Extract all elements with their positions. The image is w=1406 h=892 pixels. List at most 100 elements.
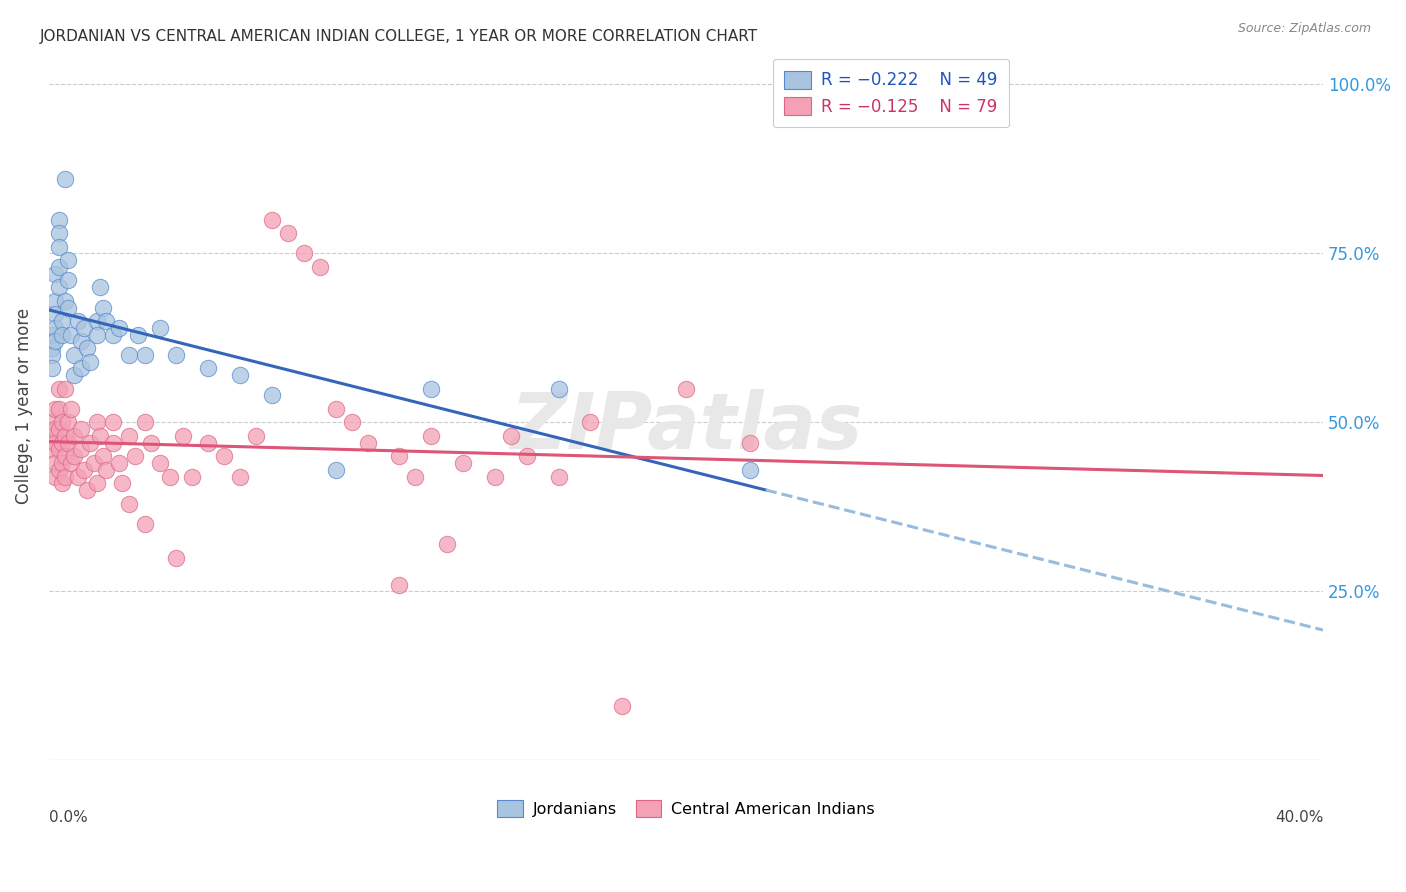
Point — [91, 301, 114, 315]
Point — [436, 537, 458, 551]
Point — [101, 327, 124, 342]
Point — [41, 361, 63, 376]
Text: 40.0%: 40.0% — [1275, 810, 1323, 825]
Point — [56, 273, 79, 287]
Point — [117, 348, 139, 362]
Point — [41, 341, 63, 355]
Point — [325, 463, 347, 477]
Text: Source: ZipAtlas.com: Source: ZipAtlas.com — [1237, 22, 1371, 36]
Point — [356, 435, 378, 450]
Text: JORDANIAN VS CENTRAL AMERICAN INDIAN COLLEGE, 1 YEAR OR MORE CORRELATION CHART: JORDANIAN VS CENTRAL AMERICAN INDIAN COL… — [39, 29, 758, 44]
Point — [86, 416, 108, 430]
Point — [149, 456, 172, 470]
Point — [420, 382, 443, 396]
Point — [41, 429, 63, 443]
Point — [41, 442, 63, 457]
Point — [41, 416, 63, 430]
Point — [134, 416, 156, 430]
Point — [66, 469, 89, 483]
Point — [48, 463, 70, 477]
Point — [56, 435, 79, 450]
Point — [89, 429, 111, 443]
Point — [48, 442, 70, 457]
Point — [44, 334, 66, 349]
Point — [197, 435, 219, 450]
Point — [117, 497, 139, 511]
Point — [579, 416, 602, 430]
Point — [53, 429, 76, 443]
Point — [48, 212, 70, 227]
Point — [108, 456, 131, 470]
Point — [79, 354, 101, 368]
Point — [51, 435, 73, 450]
Point — [229, 469, 252, 483]
Point — [66, 314, 89, 328]
Point — [149, 320, 172, 334]
Point — [51, 476, 73, 491]
Point — [69, 334, 91, 349]
Point — [60, 327, 83, 342]
Point — [117, 429, 139, 443]
Point — [388, 449, 411, 463]
Point — [56, 253, 79, 268]
Point — [73, 320, 96, 334]
Point — [738, 463, 761, 477]
Point — [48, 226, 70, 240]
Point — [56, 416, 79, 430]
Point — [44, 293, 66, 308]
Point — [124, 449, 146, 463]
Point — [675, 382, 697, 396]
Point — [76, 483, 98, 497]
Point — [547, 382, 569, 396]
Point — [516, 449, 538, 463]
Point — [48, 422, 70, 436]
Point — [420, 429, 443, 443]
Point — [41, 327, 63, 342]
Point — [499, 429, 522, 443]
Point — [134, 348, 156, 362]
Point — [229, 368, 252, 383]
Point — [308, 260, 330, 274]
Point — [53, 382, 76, 396]
Point — [44, 307, 66, 321]
Point — [340, 416, 363, 430]
Point — [197, 361, 219, 376]
Point — [51, 314, 73, 328]
Point — [73, 463, 96, 477]
Point — [44, 320, 66, 334]
Point — [292, 246, 315, 260]
Legend: Jordanians, Central American Indians: Jordanians, Central American Indians — [491, 793, 882, 823]
Point — [260, 212, 283, 227]
Point — [79, 435, 101, 450]
Point — [44, 401, 66, 416]
Point — [69, 361, 91, 376]
Point — [63, 348, 86, 362]
Point — [53, 449, 76, 463]
Point — [44, 435, 66, 450]
Point — [111, 476, 134, 491]
Point — [547, 469, 569, 483]
Point — [86, 327, 108, 342]
Point — [101, 416, 124, 430]
Point — [245, 429, 267, 443]
Point — [63, 449, 86, 463]
Point — [48, 240, 70, 254]
Point — [44, 456, 66, 470]
Point — [53, 469, 76, 483]
Point — [53, 172, 76, 186]
Point — [277, 226, 299, 240]
Point — [96, 463, 118, 477]
Point — [44, 469, 66, 483]
Point — [388, 577, 411, 591]
Point — [53, 293, 76, 308]
Point — [51, 327, 73, 342]
Point — [51, 416, 73, 430]
Text: ZIPatlas: ZIPatlas — [510, 389, 862, 465]
Point — [48, 382, 70, 396]
Point — [76, 341, 98, 355]
Point — [44, 267, 66, 281]
Point — [44, 422, 66, 436]
Point — [69, 422, 91, 436]
Point — [612, 699, 634, 714]
Point — [89, 280, 111, 294]
